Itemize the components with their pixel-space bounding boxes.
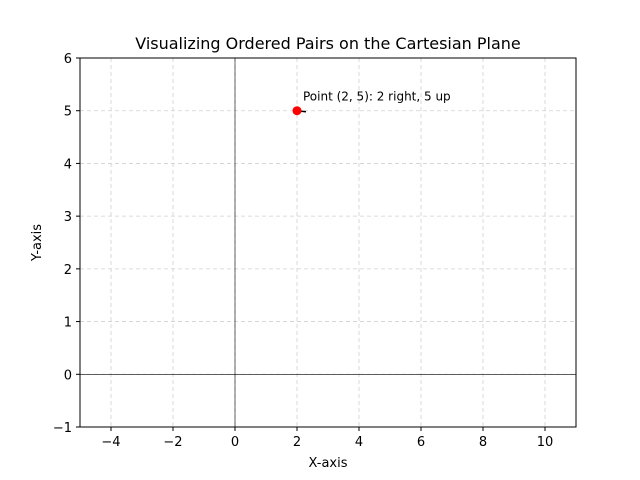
x-tick-label: 8 [479, 435, 487, 450]
chart-title: Visualizing Ordered Pairs on the Cartesi… [135, 34, 521, 53]
y-tick-label: 3 [64, 210, 72, 225]
x-tick-label: 10 [537, 435, 554, 450]
x-tick-label: 4 [355, 435, 363, 450]
y-tick-label: 1 [64, 316, 72, 331]
x-tick-label: 0 [231, 435, 239, 450]
plot-frame [79, 57, 577, 428]
data-point [292, 106, 302, 116]
x-tick-label: −2 [163, 435, 182, 450]
x-tick-label: −4 [101, 435, 120, 450]
y-tick-label: 5 [64, 105, 72, 120]
x-tick-label: 2 [293, 435, 301, 450]
y-tick-label: 2 [64, 263, 72, 278]
x-axis-label: X-axis [309, 456, 348, 471]
y-axis-label: Y-axis [30, 224, 45, 262]
y-tick-label: 4 [64, 157, 72, 172]
data-points [292, 106, 302, 116]
reference-lines [80, 58, 576, 427]
annotation-text: Point (2, 5): 2 right, 5 up [303, 90, 451, 104]
x-tick-label: 6 [417, 435, 425, 450]
y-tick-label: −1 [53, 421, 72, 436]
x-ticks: −4 −2 0 2 4 6 8 10 [101, 427, 553, 450]
y-tick-label: 6 [64, 52, 72, 67]
y-tick-label: 0 [64, 368, 72, 383]
y-ticks: −1 0 1 2 3 4 5 6 [53, 52, 80, 436]
